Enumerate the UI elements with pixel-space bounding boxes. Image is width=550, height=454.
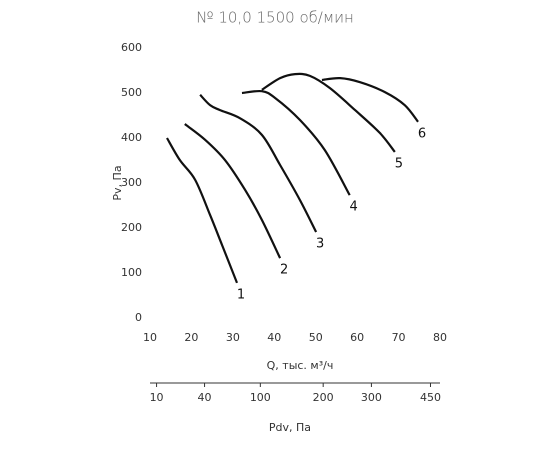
chart-title: № 10,0 1500 об/мин (196, 9, 354, 27)
x-tick-label: 50 (309, 331, 323, 344)
x2-tick-label: 40 (198, 391, 212, 404)
x-axis-label: Q, тыс. м³/ч (267, 359, 334, 372)
x2-tick-label: 10 (150, 391, 164, 404)
series-label: 4 (350, 200, 358, 215)
x-tick-label: 60 (350, 331, 364, 344)
x2-tick-label: 200 (313, 391, 334, 404)
x-tick-label: 10 (143, 331, 157, 344)
x-tick-label: 80 (433, 331, 447, 344)
series-line (184, 123, 282, 259)
x-tick-label: 20 (184, 331, 198, 344)
series-line (261, 72, 396, 153)
y-tick-label: 600 (121, 41, 142, 54)
series-line (241, 89, 351, 196)
y-axis-label: Pv, Па (111, 165, 124, 200)
x2-axis-label: Pdv, Па (269, 421, 311, 434)
x-tick-label: 30 (226, 331, 240, 344)
y-tick-label: 300 (121, 176, 142, 189)
x2-tick-label: 450 (420, 391, 441, 404)
x-tick-label: 70 (392, 331, 406, 344)
y-tick-label: 200 (121, 221, 142, 234)
y-tick-label: 100 (121, 266, 142, 279)
series-line (166, 137, 239, 284)
x2-tick-label: 100 (250, 391, 271, 404)
series-line (199, 94, 318, 233)
y-tick-label: 500 (121, 86, 142, 99)
series-label: 3 (316, 237, 324, 252)
y-tick-label: 0 (135, 311, 142, 324)
series-label: 2 (280, 263, 288, 278)
series-label: 5 (395, 156, 403, 171)
series-line (321, 77, 419, 123)
x2-tick-label: 300 (361, 391, 382, 404)
series-label: 1 (237, 287, 245, 302)
x-tick-label: 40 (267, 331, 281, 344)
y-tick-label: 400 (121, 131, 142, 144)
series-label: 6 (418, 126, 426, 141)
